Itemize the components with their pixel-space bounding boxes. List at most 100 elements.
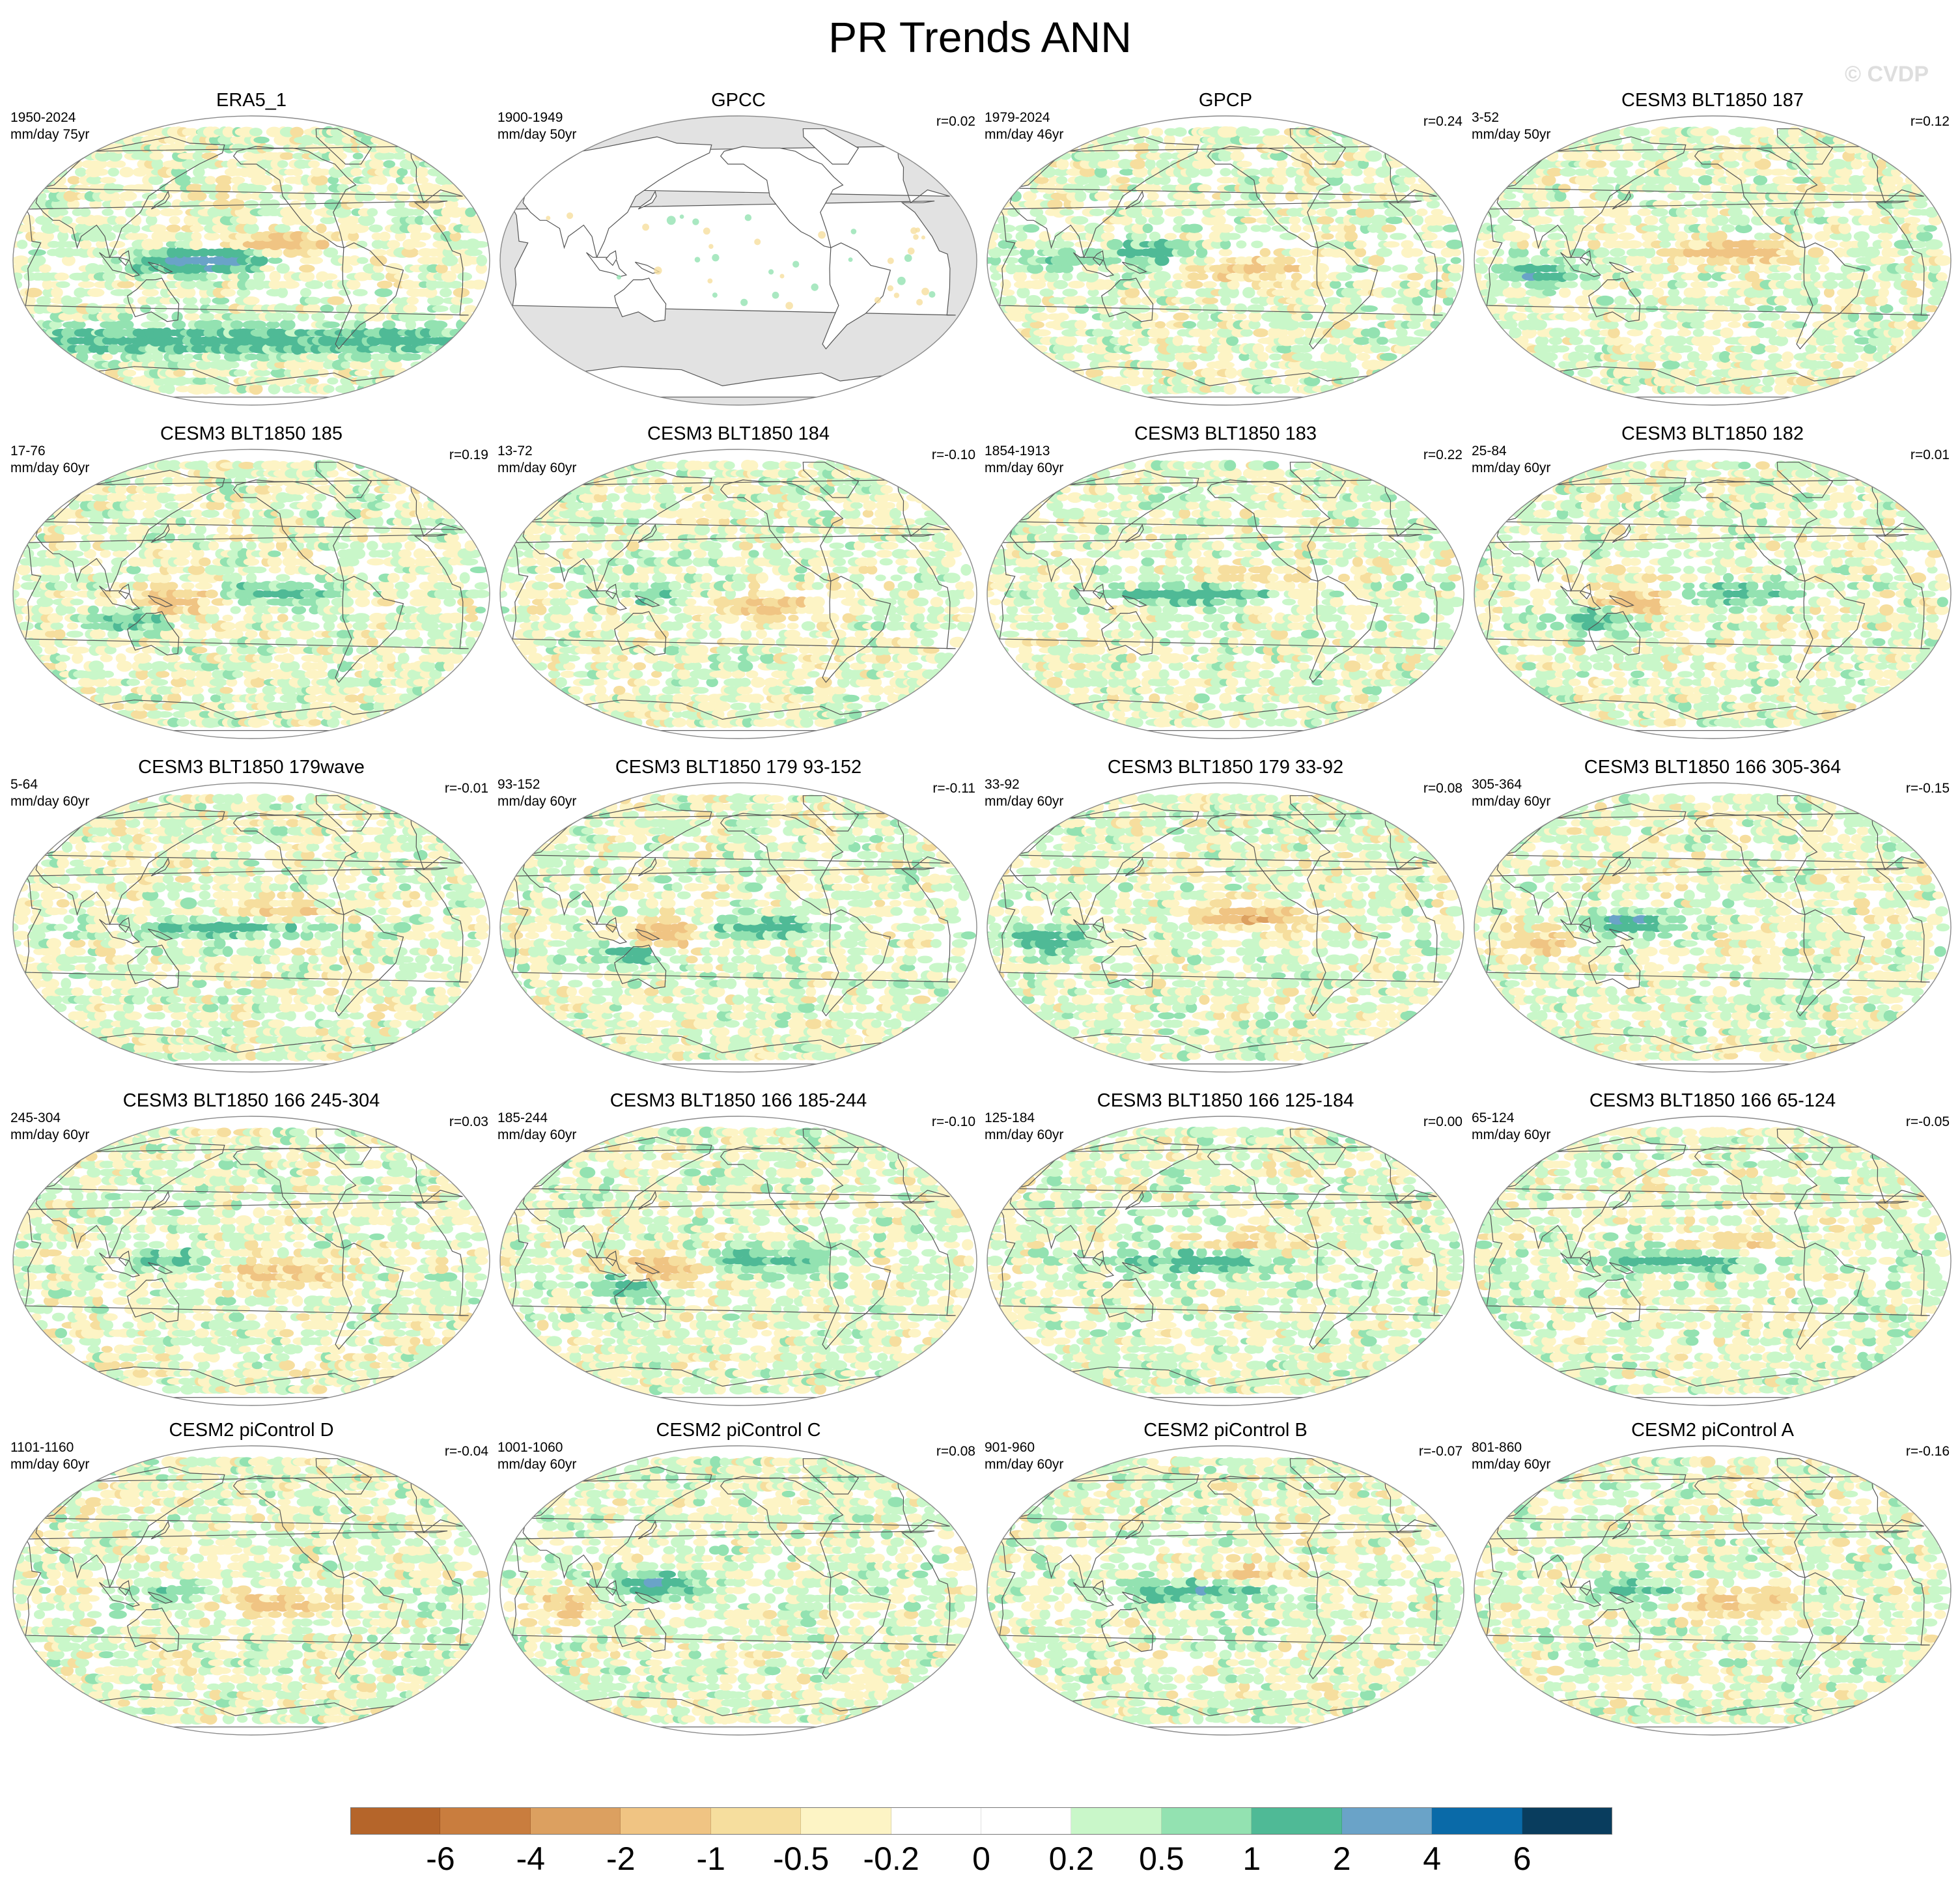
panel-years: 1979-2024 (985, 109, 1050, 126)
panel-correlation: r=0.08 (1423, 780, 1463, 797)
panel-units: mm/day 60yr (1472, 460, 1550, 477)
colorbar-tick-label: 2 (1303, 1839, 1381, 1878)
map-panel: CESM3 BLT1850 179 93-152 93-152 mm/day 60y… (497, 755, 979, 1075)
panel-title: CESM3 BLT1850 166 245-304 (10, 1089, 492, 1112)
panel-units: mm/day 75yr (10, 126, 89, 143)
panel-years: 5-64 (10, 776, 38, 793)
map-panel: CESM3 BLT1850 187 3-52 mm/day 50yr r=0.12 (1472, 89, 1953, 408)
trend-field (987, 126, 1464, 395)
panel-units: mm/day 46yr (985, 126, 1063, 143)
map-panel: CESM3 BLT1850 179wave 5-64 mm/day 60yr r=-0… (10, 755, 492, 1075)
trend-field (1474, 126, 1951, 395)
colorbar-segment (891, 1807, 981, 1835)
panel-correlation: r=-0.10 (932, 447, 975, 464)
colorbar-tick-label: -6 (401, 1839, 479, 1878)
panel-years: 1950-2024 (10, 109, 76, 126)
continent-outlines (512, 128, 956, 398)
panel-years: 93-152 (497, 776, 540, 793)
map-panel: CESM3 BLT1850 166 305-364 305-364 mm/day 6… (1472, 755, 1953, 1075)
panel-years: 65-124 (1472, 1110, 1514, 1127)
panel-units: mm/day 60yr (985, 1456, 1063, 1473)
colorbar-segment (801, 1807, 891, 1835)
colorbar-tick-label: 4 (1393, 1839, 1471, 1878)
robinson-map (12, 1116, 490, 1406)
panel-correlation: r=0.12 (1911, 113, 1950, 130)
trend-field (987, 1456, 1464, 1725)
map-panel: CESM3 BLT1850 166 185-244 185-244 mm/day 6… (497, 1089, 979, 1408)
colorbar-frame (350, 1807, 1612, 1835)
map-panel: ERA5_1 1950-2024 mm/day 75yr (10, 89, 492, 408)
trend-field (1474, 1456, 1951, 1725)
panel-years: 245-304 (10, 1110, 61, 1127)
trend-field (13, 459, 490, 729)
map-panel: CESM3 BLT1850 183 1854-1913 mm/day 60yr r=0… (985, 422, 1466, 741)
panel-units: mm/day 60yr (1472, 1127, 1550, 1144)
map-panel: CESM3 BLT1850 166 125-184 125-184 mm/day 6… (985, 1089, 1466, 1408)
panel-years: 305-364 (1472, 776, 1522, 793)
robinson-map (12, 449, 490, 739)
map-panel: GPCC 1900-1949 mm/day 50yr r=0.02 (497, 89, 979, 408)
panel-years: 1001-1060 (497, 1439, 563, 1456)
panel-title: CESM3 BLT1850 184 (497, 422, 979, 445)
panel-units: mm/day 60yr (985, 793, 1063, 810)
colorbar-tick-label: -0.5 (762, 1839, 840, 1878)
continent-outlines (25, 462, 469, 731)
panel-units: mm/day 60yr (10, 793, 89, 810)
panel-correlation: r=-0.01 (445, 780, 488, 797)
colorbar-tick-label: 0.2 (1032, 1839, 1110, 1878)
robinson-map (12, 1445, 490, 1736)
panel-correlation: r=0.03 (449, 1114, 488, 1131)
panel-years: 13-72 (497, 443, 533, 460)
robinson-map (12, 115, 490, 406)
colorbar-tick-label: -1 (672, 1839, 750, 1878)
panel-years: 17-76 (10, 443, 46, 460)
colorbar (350, 1807, 1612, 1835)
panel-units: mm/day 60yr (1472, 1456, 1550, 1473)
continent-outlines (999, 1129, 1443, 1398)
panel-units: mm/day 50yr (1472, 126, 1550, 143)
panel-correlation: r=0.01 (1911, 447, 1950, 464)
robinson-map (499, 115, 977, 406)
trend-field (13, 1456, 490, 1725)
panel-title: CESM3 BLT1850 166 185-244 (497, 1089, 979, 1112)
panel-title: CESM3 BLT1850 179wave (10, 755, 492, 779)
panel-units: mm/day 60yr (985, 1127, 1063, 1144)
colorbar-tick-label: 6 (1483, 1839, 1561, 1878)
robinson-map (1474, 1445, 1952, 1736)
robinson-map (499, 449, 977, 739)
colorbar-tick-label: 0.5 (1123, 1839, 1201, 1878)
map-panel: CESM3 BLT1850 166 245-304 245-304 mm/day 6… (10, 1089, 492, 1408)
trend-field (1474, 793, 1950, 1062)
panel-units: mm/day 50yr (497, 126, 576, 143)
trend-field (500, 793, 976, 1062)
panel-units: mm/day 60yr (497, 460, 576, 477)
panel-units: mm/day 60yr (985, 460, 1063, 477)
panel-correlation: r=-0.10 (932, 1114, 975, 1131)
panel-title: CESM3 BLT1850 182 (1472, 422, 1953, 445)
panel-correlation: r=-0.15 (1906, 780, 1950, 797)
continent-outlines (999, 128, 1443, 398)
robinson-map (1474, 115, 1952, 406)
trend-field (987, 459, 1464, 729)
panel-units: mm/day 60yr (10, 460, 89, 477)
panel-title: ERA5_1 (10, 89, 492, 112)
colorbar-segment (350, 1807, 441, 1835)
colorbar-segment (1071, 1807, 1162, 1835)
robinson-map (1474, 1116, 1952, 1406)
panel-correlation: r=0.00 (1423, 1114, 1463, 1131)
continent-outlines (999, 462, 1443, 731)
panel-title: CESM2 piControl A (1472, 1418, 1953, 1442)
trend-field (13, 1126, 489, 1396)
map-panel: CESM2 piControl D 1101-1160 mm/day 60yr r=-… (10, 1418, 492, 1738)
panel-title: CESM3 BLT1850 166 305-364 (1472, 755, 1953, 779)
robinson-map (499, 782, 977, 1073)
colorbar-segment (1161, 1807, 1252, 1835)
panel-units: mm/day 60yr (497, 793, 576, 810)
panel-years: 1900-1949 (497, 109, 563, 126)
panel-correlation: r=0.24 (1423, 113, 1463, 130)
panel-title: GPCP (985, 89, 1466, 112)
robinson-map (987, 1116, 1464, 1406)
colorbar-segment (530, 1807, 621, 1835)
robinson-map (1474, 449, 1952, 739)
panel-units: mm/day 60yr (10, 1127, 89, 1144)
